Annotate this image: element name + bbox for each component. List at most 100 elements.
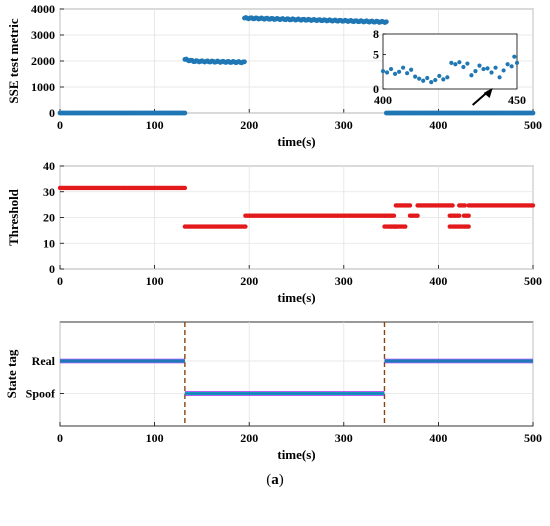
threshold-x-tick-label: 0: [57, 274, 63, 288]
threshold-x-tick-label: 400: [429, 274, 447, 288]
threshold-x-tick-label: 300: [335, 274, 353, 288]
threshold-y-tick-label: 20: [43, 211, 55, 225]
threshold-point: [243, 224, 248, 229]
sse-inset-point: [512, 54, 517, 59]
sse-x-tick-label: 0: [57, 118, 63, 132]
sse-inset-point: [493, 65, 498, 70]
state-x-tick-label: 200: [240, 431, 258, 445]
state-y-axis-label: State tag: [4, 349, 19, 398]
threshold-point: [182, 185, 188, 191]
threshold-y-tick-label: 40: [43, 159, 55, 173]
sse-inset-point: [489, 70, 494, 75]
sse-inset-point: [392, 71, 398, 76]
threshold-point: [391, 213, 397, 218]
sse-inset-point: [514, 60, 520, 65]
state-chart: 0 100 200 300 400 500 Spoof Real time(s) State ta…: [4, 321, 542, 462]
sse-inset-point: [433, 77, 438, 83]
sse-y-tick-label: 2000: [31, 54, 55, 68]
sse-x-tick-label: 500: [524, 118, 542, 132]
sse-inset-point: [477, 63, 482, 68]
sse-inset-y-tick-label: 8: [373, 27, 379, 41]
sse-y-tick-label: 1000: [31, 80, 55, 94]
sse-inset-point: [384, 70, 390, 75]
sse-point: [383, 19, 389, 25]
sse-inset-point: [449, 60, 454, 65]
sse-inset-point: [469, 73, 474, 78]
sse-inset-point: [425, 75, 430, 81]
sse-point: [182, 110, 188, 116]
sse-inset-point: [429, 80, 434, 85]
sse-inset-point: [401, 65, 406, 70]
sse-inset-point: [465, 61, 470, 66]
sse-point: [242, 59, 247, 65]
sse-x-tick-label: 300: [335, 118, 353, 132]
threshold-y-tick-label: 30: [43, 185, 55, 199]
sse-inset-arrow-head: [483, 88, 493, 98]
threshold-y-tick-label: 0: [49, 262, 55, 276]
sse-inset-point: [509, 64, 514, 69]
threshold-point: [466, 224, 471, 229]
sse-inset-point: [501, 68, 506, 73]
sse-inset-point: [405, 71, 410, 76]
sse-inset-point: [457, 60, 462, 65]
sse-y-axis-label: SSE test metric: [6, 18, 21, 103]
caption-open: (: [266, 472, 272, 488]
threshold-x-tick-label: 500: [524, 274, 542, 288]
threshold-y-tick-label: 10: [43, 236, 55, 250]
sse-x-tick-label: 200: [240, 118, 258, 132]
sse-chart: 0 100 200 300 400 50001000200030004000time(s)…: [6, 2, 542, 149]
sse-inset-point: [453, 62, 458, 67]
sse-series: [57, 15, 536, 116]
threshold-x-tick-label: 100: [146, 274, 164, 288]
sse-inset-y-tick-label: 0: [373, 82, 379, 96]
sse-inset-point: [417, 76, 422, 81]
state-x-tick-label: 300: [335, 431, 353, 445]
threshold-chart: 0 100 200 300 400 500 0 10 20 30 40 time(s) Threshol…: [6, 159, 542, 305]
threshold-x-tick-label: 200: [240, 274, 258, 288]
sse-inset-point: [481, 66, 486, 72]
sse-y-tick-label: 4000: [31, 2, 55, 16]
sse-inset-point: [461, 64, 466, 70]
state-y-tick-label: Real: [32, 354, 56, 368]
sse-inset-point: [413, 74, 418, 79]
sse-inset-y-tick-label: 5: [373, 48, 379, 62]
threshold-point: [407, 203, 413, 208]
threshold-point: [415, 213, 420, 218]
sse-inset-point: [396, 69, 402, 74]
sse-inset-point: [473, 69, 478, 74]
sse-x-tick-label: 400: [429, 118, 447, 132]
state-plot-area: [59, 321, 534, 427]
threshold-point: [403, 224, 408, 229]
sse-y-tick-label: 0: [49, 106, 55, 120]
threshold-point: [462, 203, 468, 208]
sse-y-tick-label: 3000: [31, 28, 55, 42]
state-y-tick-label: Spoof: [26, 387, 56, 401]
threshold-point: [457, 213, 462, 218]
state-x-axis-label: time(s): [277, 447, 315, 462]
state-series: [60, 322, 533, 426]
caption-letter: a: [271, 472, 279, 488]
threshold-y-axis-label: Threshold: [6, 188, 21, 246]
sse-x-axis-label: time(s): [277, 134, 315, 149]
state-x-tick-label: 500: [524, 431, 542, 445]
sse-inset-point: [497, 75, 502, 80]
sse-inset-point: [437, 73, 442, 79]
sse-inset-point: [421, 78, 426, 83]
sse-point: [530, 110, 536, 116]
sse-inset-point: [388, 66, 394, 72]
state-x-tick-label: 100: [146, 431, 164, 445]
figure-caption: (a): [0, 472, 550, 489]
sse-inset: 400 450 0 5 8: [373, 27, 526, 107]
sse-inset-point: [409, 67, 414, 72]
sse-inset-point: [380, 69, 386, 74]
threshold-point: [466, 213, 471, 218]
sse-inset-point: [485, 66, 490, 71]
sse-inset-x-tick-label: 400: [374, 93, 392, 107]
threshold-x-axis-label: time(s): [277, 290, 315, 305]
caption-close: ): [278, 472, 284, 488]
threshold-point: [530, 203, 536, 208]
sse-inset-x-tick-label: 450: [508, 93, 526, 107]
state-x-tick-label: 400: [429, 431, 447, 445]
state-x-tick-label: 0: [57, 431, 63, 445]
